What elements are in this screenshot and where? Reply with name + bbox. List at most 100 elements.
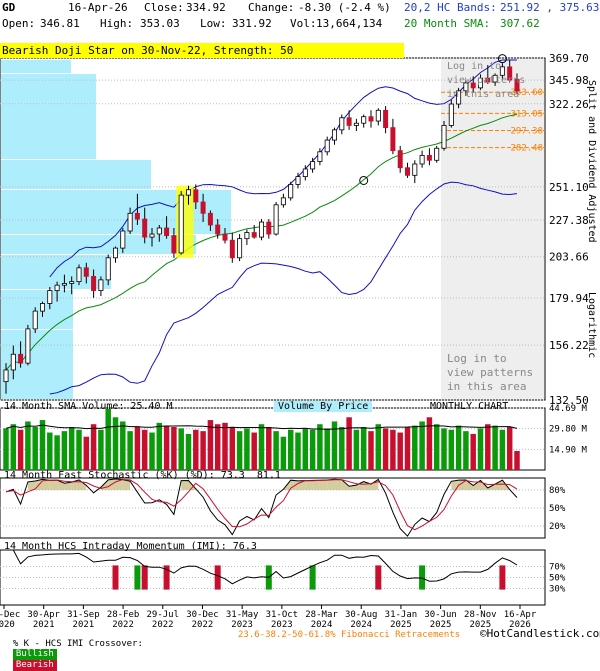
- volume-bar: [171, 426, 177, 470]
- bearish-candle: [251, 232, 257, 238]
- bullish-candle: [76, 267, 82, 283]
- volume-bar: [397, 432, 403, 470]
- stoch-overbought-fill: [79, 479, 87, 490]
- volume-bar: [105, 408, 111, 470]
- imi-axis-label: 70%: [549, 563, 566, 573]
- x-axis-year: 2024: [311, 620, 333, 630]
- bullish-candle: [69, 281, 75, 284]
- imi-panel-title: 14 Month HCS Intraday Momentum (IMI): 76…: [4, 541, 257, 552]
- fib-level-label: 313.05: [510, 109, 543, 119]
- volume-bar: [214, 424, 221, 470]
- volume-axis-label: 44.69 M: [549, 404, 588, 414]
- imi-line: [6, 549, 518, 585]
- sma-label: 20 Month SMA:: [404, 17, 491, 30]
- x-axis-label: 29-Jul: [147, 610, 180, 620]
- bearish-badge: Bearish: [12, 660, 57, 671]
- x-axis-year: 2026: [509, 620, 531, 630]
- volume-bar: [426, 417, 433, 470]
- volume-bar: [47, 432, 53, 470]
- close-value: 334.92: [186, 1, 226, 14]
- fib-note: 23.6-38.2-50-61.8% Fibonacci Retracement…: [238, 630, 461, 640]
- volume-bar: [309, 429, 316, 470]
- volume-sma-line: [5, 424, 518, 430]
- volume-bar: [17, 429, 24, 470]
- stoch-overbought-fill: [181, 480, 189, 490]
- imi-axis-label: 30%: [549, 585, 566, 595]
- locked-patterns-bottom[interactable]: Log in to view patterns in this area: [447, 352, 533, 394]
- x-axis-label: 28-Feb: [107, 610, 140, 620]
- bearish-candle: [207, 212, 213, 226]
- stoch-overbought-fill: [42, 479, 50, 490]
- locked-patterns-top[interactable]: Log in to view patterns in this area: [447, 60, 525, 102]
- bearish-candle: [164, 227, 170, 236]
- bullish-candle: [178, 194, 184, 254]
- ticker-symbol: GD: [2, 1, 16, 14]
- bullish-candle: [32, 310, 38, 330]
- bullish-candle: [127, 212, 133, 232]
- stoch-overbought-fill: [334, 479, 342, 490]
- high-value: 353.03: [140, 17, 180, 30]
- stoch-axis-label: 20%: [549, 522, 566, 532]
- x-axis-label: 16-Apr: [504, 610, 537, 620]
- copyright[interactable]: ©HotCandlestick.com: [480, 627, 600, 640]
- bearish-candle: [83, 267, 89, 277]
- stoch-overbought-fill: [290, 480, 298, 490]
- bands-value: 251.92 , 375.63: [500, 1, 600, 14]
- x-axis-year: 2025: [469, 620, 491, 630]
- volume-bar: [258, 424, 265, 470]
- volume-bar: [185, 433, 192, 470]
- stoch-overbought-fill: [327, 479, 335, 490]
- bearish-candle: [470, 82, 476, 89]
- bullish-candle: [3, 369, 9, 383]
- volume-axis-label: 29.80 M: [549, 425, 588, 435]
- volume-bar: [193, 429, 199, 470]
- volume-bar: [339, 426, 345, 470]
- bullish-candle: [434, 147, 440, 161]
- bullish-candle: [149, 233, 155, 238]
- volume-by-price-bar: [1, 160, 151, 189]
- locked-line: Log in to: [447, 61, 502, 72]
- x-axis-label: 30-Dec: [186, 610, 219, 620]
- imi-bearish-crossover: [141, 565, 148, 590]
- bearish-candle: [507, 66, 513, 81]
- volume-panel-frame: [0, 407, 546, 471]
- low-marker-circle: [359, 175, 369, 185]
- bullish-candle: [237, 238, 243, 259]
- volume-by-price-bar: [1, 74, 96, 159]
- bullish-candle: [331, 129, 337, 141]
- stoch-overbought-fill: [27, 481, 36, 490]
- high-marker-circle: [497, 54, 507, 64]
- x-axis-label: 28-Mar: [305, 610, 338, 620]
- bearish-candle: [485, 77, 491, 83]
- bullish-candle: [185, 189, 191, 196]
- stoch-overbought-fill: [49, 480, 58, 490]
- stoch-axis-label: 80%: [549, 486, 566, 496]
- volume-bar: [83, 436, 90, 470]
- imi-bearish-crossover: [163, 565, 170, 590]
- stoch-overbought-fill: [473, 480, 481, 490]
- stoch-d-line: [5, 478, 518, 531]
- x-axis-year: 2022: [112, 620, 134, 630]
- x-axis-label: 31-Oct: [266, 610, 299, 620]
- x-axis-label: 30-Apr: [27, 610, 60, 620]
- volume-bar: [390, 429, 396, 470]
- bullish-candle: [280, 197, 286, 206]
- x-axis-year: 2023: [231, 620, 253, 630]
- bearish-candle: [222, 233, 228, 241]
- vol-value: 13,664,134: [316, 17, 383, 30]
- vol-label: Vol:: [290, 17, 317, 30]
- x-axis-year: 2020: [0, 620, 15, 630]
- volume-bar: [514, 450, 520, 470]
- bearish-candle: [266, 221, 272, 235]
- volume-bar: [134, 426, 141, 470]
- stoch-overbought-fill: [122, 479, 131, 490]
- bullish-candle: [361, 116, 367, 124]
- volume-bar: [68, 426, 75, 470]
- bullish-candle: [477, 77, 483, 89]
- volume-bar: [76, 429, 82, 470]
- x-axis-label: 31-Dec: [0, 610, 20, 620]
- bullish-candle: [40, 303, 46, 312]
- fib-level-label: 333.60: [510, 88, 543, 98]
- bullish-candle: [499, 66, 505, 76]
- bearish-candle: [383, 109, 389, 129]
